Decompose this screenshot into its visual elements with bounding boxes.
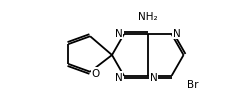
Text: N: N	[150, 72, 157, 82]
Text: N: N	[115, 72, 123, 82]
Text: Br: Br	[187, 79, 198, 89]
Text: N: N	[173, 29, 180, 39]
Text: O: O	[91, 68, 99, 78]
Text: N: N	[115, 29, 123, 39]
Text: NH₂: NH₂	[138, 12, 158, 22]
